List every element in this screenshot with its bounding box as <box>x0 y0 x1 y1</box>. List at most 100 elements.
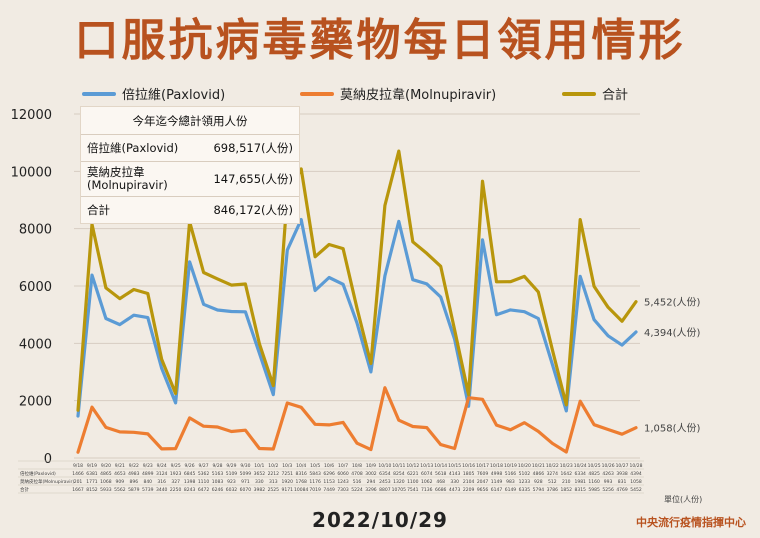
x-tick-label-12: 9/30 <box>240 463 250 469</box>
data-point-2-30 <box>495 280 498 283</box>
x-tick-label-23: 10/11 <box>392 463 405 469</box>
table-cell-2-25: 7136 <box>421 487 433 493</box>
table-cell-1-36: 1981 <box>574 479 586 485</box>
table-cell-2-28: 2209 <box>463 487 475 493</box>
data-point-0-29 <box>481 238 484 242</box>
end-label-mol: 1,058(人份) <box>644 423 701 435</box>
table-cell-1-5: 840 <box>143 479 152 485</box>
data-point-2-20 <box>355 307 359 310</box>
table-cell-1-3: 909 <box>116 479 125 485</box>
table-cell-2-36: 8315 <box>574 487 586 493</box>
data-point-1-34 <box>551 442 554 445</box>
data-point-2-17 <box>313 255 317 258</box>
table-cell-1-35: 210 <box>562 479 571 485</box>
data-point-2-36 <box>579 218 582 221</box>
x-tick-label-37: 10/25 <box>588 463 601 469</box>
data-point-2-10 <box>216 277 219 281</box>
table-cell-2-30: 6147 <box>491 487 503 493</box>
table-cell-1-33: 928 <box>534 479 543 485</box>
data-point-0-37 <box>592 318 596 321</box>
data-point-1-30 <box>495 423 498 427</box>
data-point-1-2 <box>104 426 108 429</box>
table-cell-1-15: 1920 <box>282 479 294 485</box>
table-cell-1-0: 201 <box>74 479 83 485</box>
data-point-1-8 <box>188 416 191 420</box>
chart-title: 口服抗病毒藥物每日領用情形 <box>74 15 686 66</box>
data-point-2-12 <box>244 282 247 286</box>
table-cell-0-26: 5618 <box>435 471 447 477</box>
table-cell-2-13: 3982 <box>254 487 266 493</box>
data-point-0-23 <box>397 220 401 223</box>
table-cell-0-7: 1923 <box>170 471 182 477</box>
table-cell-0-39: 3938 <box>616 471 628 477</box>
data-point-0-20 <box>355 321 359 325</box>
data-point-2-13 <box>258 342 261 346</box>
legend-label-paxlovid: 倍拉維(Paxlovid) <box>122 88 226 103</box>
data-point-1-37 <box>592 423 596 426</box>
ytd-value-paxlovid: 698,517(人份) <box>213 141 293 155</box>
table-cell-0-12: 5099 <box>240 471 252 477</box>
data-point-0-38 <box>606 334 610 337</box>
table-cell-2-4: 5879 <box>128 487 140 493</box>
table-cell-0-14: 2212 <box>268 471 280 477</box>
data-point-1-28 <box>467 396 470 399</box>
data-point-0-3 <box>118 323 122 326</box>
table-cell-1-23: 1320 <box>393 479 405 485</box>
data-point-2-6 <box>160 358 163 361</box>
table-cell-1-27: 330 <box>450 479 459 485</box>
data-point-2-39 <box>620 320 624 323</box>
table-cell-1-7: 327 <box>171 479 180 485</box>
table-cell-0-3: 4653 <box>114 471 126 477</box>
table-cell-0-21: 3002 <box>365 471 377 477</box>
table-cell-1-17: 1176 <box>309 479 321 485</box>
table-cell-2-23: 10705 <box>392 487 406 493</box>
data-point-1-35 <box>565 450 568 454</box>
data-point-2-7 <box>174 392 177 395</box>
x-tick-label-13: 10/1 <box>254 463 264 469</box>
ytd-value-molnupiravir: 147,655(人份) <box>213 172 293 186</box>
x-tick-label-14: 10/2 <box>268 463 278 469</box>
table-cell-2-21: 3296 <box>365 487 377 493</box>
table-cell-1-6: 316 <box>157 479 166 485</box>
table-cell-1-1: 1771 <box>86 479 98 485</box>
data-point-0-14 <box>272 393 275 396</box>
table-cell-0-11: 5109 <box>226 471 238 477</box>
table-cell-0-34: 3274 <box>547 471 559 477</box>
table-cell-1-21: 294 <box>367 479 376 485</box>
data-point-1-5 <box>146 432 149 436</box>
table-cell-1-38: 993 <box>604 479 613 485</box>
data-point-0-22 <box>383 274 387 278</box>
x-tick-label-3: 9/21 <box>115 463 125 469</box>
data-point-1-10 <box>216 425 219 429</box>
table-cell-2-35: 1852 <box>561 487 573 493</box>
data-point-2-22 <box>383 204 387 207</box>
table-row-label-2: 合計 <box>20 486 29 493</box>
table-cell-2-11: 6032 <box>226 487 238 493</box>
x-tick-label-24: 10/12 <box>406 463 419 469</box>
table-cell-0-1: 6381 <box>86 471 98 477</box>
table-cell-2-0: 1667 <box>72 487 84 493</box>
data-point-1-4 <box>132 431 135 434</box>
table-cell-2-1: 8152 <box>86 487 98 493</box>
table-cell-1-2: 1068 <box>100 479 112 485</box>
data-point-2-33 <box>537 290 540 294</box>
table-cell-1-29: 2047 <box>477 479 489 485</box>
x-tick-label-20: 10/8 <box>352 463 362 469</box>
table-row-label-0: 倍拉維(Paxlovid) <box>20 470 56 477</box>
table-cell-2-7: 2250 <box>170 487 182 493</box>
series-line-0 <box>76 218 638 418</box>
table-cell-1-12: 971 <box>241 479 250 485</box>
data-point-0-11 <box>230 310 233 313</box>
table-cell-0-35: 1642 <box>561 471 573 477</box>
table-cell-0-27: 4143 <box>449 471 461 477</box>
ytd-label-total: 合計 <box>87 202 110 217</box>
x-tick-label-5: 9/23 <box>143 463 153 469</box>
data-point-2-38 <box>606 306 610 309</box>
data-point-1-9 <box>202 424 205 428</box>
table-cell-0-5: 4899 <box>142 471 154 477</box>
table-cell-2-39: 4769 <box>616 487 628 493</box>
x-tick-label-25: 10/13 <box>420 463 433 469</box>
table-cell-2-10: 6246 <box>212 487 224 493</box>
data-point-1-24 <box>411 425 414 428</box>
data-point-0-24 <box>411 278 414 281</box>
